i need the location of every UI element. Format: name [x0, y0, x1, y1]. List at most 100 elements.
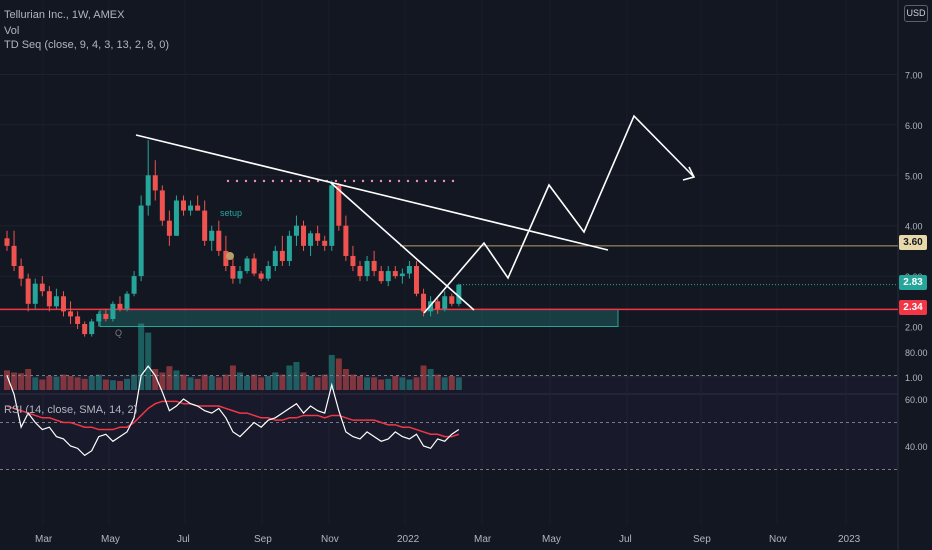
candle — [166, 210, 172, 246]
volume-bar — [448, 376, 455, 390]
td-resistance-dot — [262, 179, 266, 183]
candle — [456, 283, 462, 307]
td-resistance-dot — [406, 179, 410, 183]
td-resistance-dot — [244, 179, 248, 183]
td-resistance-dot — [352, 179, 356, 183]
currency-badge[interactable]: USD — [904, 5, 928, 22]
candle-body — [188, 205, 194, 211]
candle-body — [378, 271, 384, 282]
candle-body — [364, 260, 370, 277]
price-tick-label: 2.00 — [905, 323, 923, 333]
candle — [53, 288, 59, 309]
candle — [301, 220, 307, 251]
td-resistance-dot — [298, 179, 302, 183]
td-seq-legend[interactable]: TD Seq (close, 9, 4, 3, 13, 2, 8, 0) — [4, 39, 170, 51]
volume-legend[interactable]: Vol — [4, 25, 20, 37]
volume-bar — [300, 372, 307, 390]
candle-body — [343, 225, 349, 256]
volume-bar — [166, 366, 173, 390]
td-resistance-dot — [343, 179, 347, 183]
candle — [406, 260, 412, 279]
candles[interactable] — [4, 140, 462, 337]
candle — [103, 308, 109, 322]
candle-body — [421, 293, 427, 312]
candle-body — [117, 303, 123, 309]
candle-body — [385, 271, 391, 282]
candle-body — [159, 190, 165, 221]
td-resistance-dot — [253, 179, 257, 183]
td-resistance-dot — [271, 179, 275, 183]
candle — [216, 220, 222, 256]
candle — [265, 260, 271, 282]
candle — [286, 230, 292, 267]
price-tick-label: 6.00 — [905, 121, 923, 131]
td-resistance-dot — [226, 179, 230, 183]
candle-body — [181, 200, 186, 211]
drawings[interactable] — [135, 114, 696, 314]
candle-body — [89, 321, 95, 335]
candle-body — [406, 266, 412, 274]
volume-bar — [124, 378, 131, 390]
volume-bar — [215, 377, 222, 390]
volume-bar — [321, 374, 328, 390]
time-tick-label: Sep — [693, 534, 711, 545]
time-tick-label: 2023 — [838, 534, 861, 545]
volume-bar — [95, 374, 102, 390]
volume-bar — [328, 355, 335, 390]
td-resistance-dot — [289, 179, 293, 183]
candle — [244, 255, 250, 274]
volume-bar — [109, 380, 116, 390]
candle-body — [145, 175, 151, 206]
volume-bar — [152, 369, 159, 390]
volume-bar — [378, 379, 385, 390]
candle — [272, 245, 278, 272]
candle-body — [152, 175, 158, 191]
candle — [32, 278, 38, 309]
candle-body — [68, 311, 74, 317]
candle — [385, 266, 391, 287]
candle — [413, 260, 419, 297]
rsi-pane[interactable]: 80.00 60.00 40.00 — [0, 348, 928, 470]
candle — [293, 215, 299, 246]
candle-body — [138, 205, 144, 277]
td-resistance-dot — [397, 179, 401, 183]
time-tick-label: Jul — [619, 534, 632, 545]
support-zone-box — [99, 308, 619, 328]
candle-body — [195, 205, 201, 211]
volume-bar — [4, 370, 10, 390]
candle-body — [110, 303, 116, 319]
volume-bar — [251, 374, 258, 390]
time-tick-label: Nov — [769, 534, 787, 545]
candle — [237, 266, 243, 284]
rsi-legend[interactable]: RSI (14, close, SMA, 14, 2) — [4, 404, 138, 416]
volume-bar — [364, 377, 371, 390]
td-resistance-dot — [388, 179, 392, 183]
candle — [110, 301, 116, 322]
td-resistance-dot — [307, 179, 311, 183]
time-tick-label: Nov — [321, 534, 339, 545]
time-tick-label: Mar — [474, 534, 492, 545]
td-resistance-dot — [424, 179, 428, 183]
td-resistance-dot — [442, 179, 446, 183]
volume-bar — [357, 376, 363, 390]
candle-body — [96, 313, 102, 322]
candle-body — [25, 278, 31, 304]
candle-body — [60, 296, 66, 312]
td-resistance-dot — [415, 179, 419, 183]
time-tick-label: Sep — [254, 534, 272, 545]
td-resistance-dot — [235, 179, 239, 183]
candle — [124, 291, 130, 312]
candle-body — [216, 230, 222, 251]
volume-bar — [236, 372, 243, 390]
volume-bar — [307, 376, 314, 390]
resistance-price-tag: 3.60 — [899, 235, 927, 250]
price-tick-label: 1.00 — [905, 373, 923, 383]
candle-body — [4, 238, 10, 246]
candle — [449, 293, 455, 307]
candle-body — [223, 250, 229, 267]
symbol-title[interactable]: Tellurian Inc., 1W, AMEX — [4, 9, 125, 21]
candle — [343, 215, 349, 261]
candle-body — [18, 266, 24, 279]
volume-bar — [455, 377, 462, 390]
